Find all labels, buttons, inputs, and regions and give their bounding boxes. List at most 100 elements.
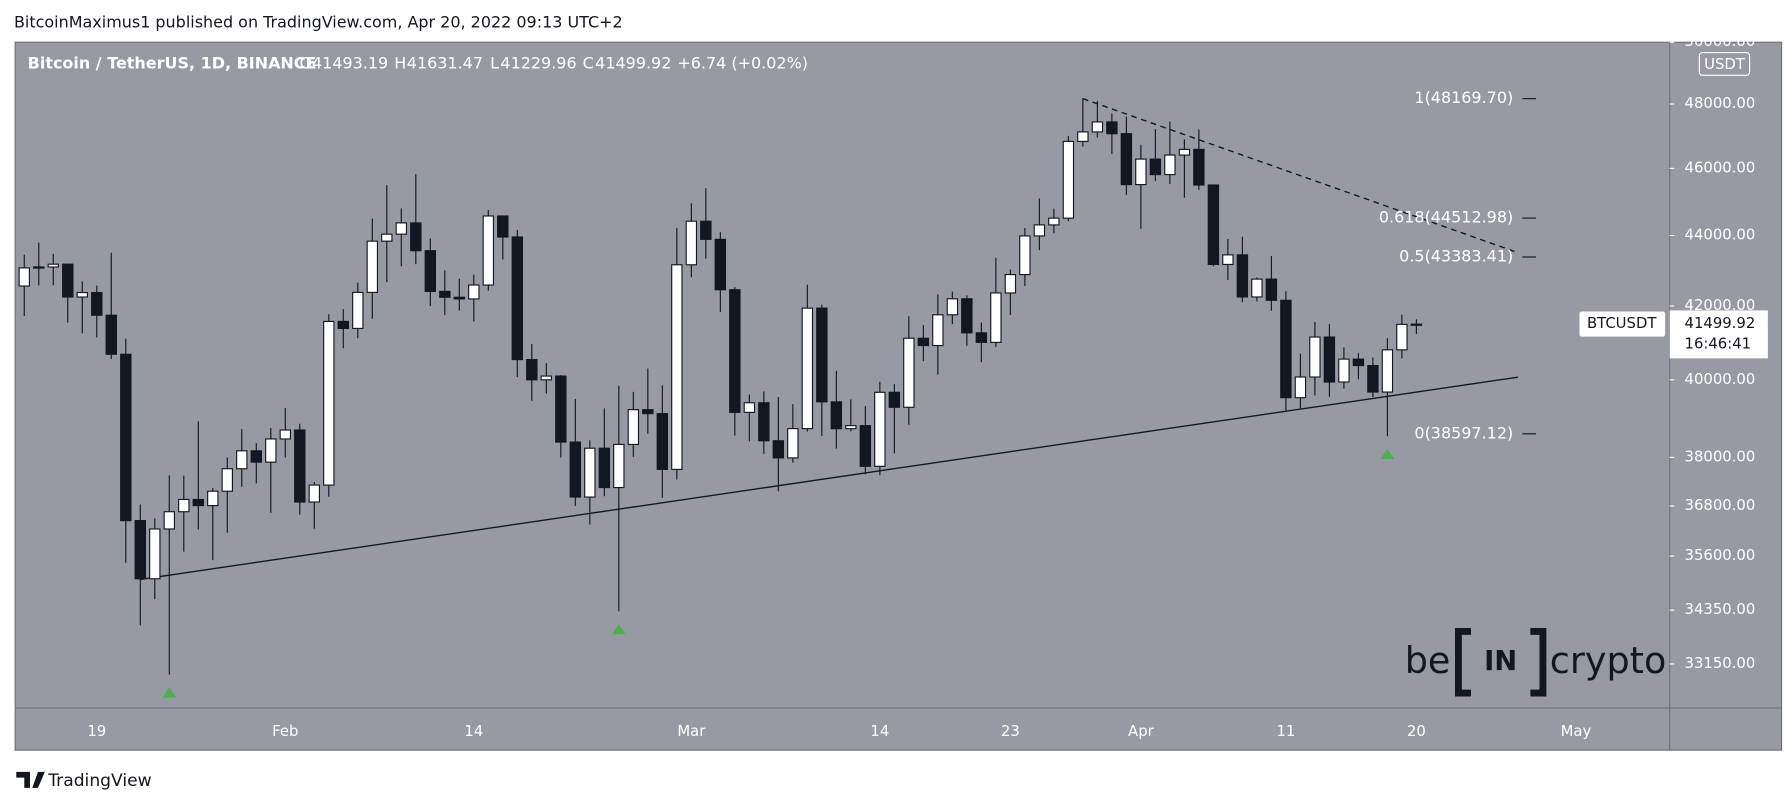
candle-body-up bbox=[1178, 148, 1191, 156]
x-tick-label: 23 bbox=[1001, 723, 1020, 740]
candle-body-down bbox=[105, 314, 117, 355]
candle-body-up bbox=[149, 528, 161, 580]
candle-body-down bbox=[424, 250, 437, 292]
candle-body-up bbox=[1062, 140, 1075, 219]
candle-body-up bbox=[1410, 323, 1423, 326]
x-tick-label: 20 bbox=[1407, 723, 1426, 740]
candle-body-down bbox=[497, 215, 509, 238]
candle-body-down bbox=[656, 413, 669, 470]
y-tick-label: 40000.00 bbox=[1685, 371, 1756, 388]
candle-body-up bbox=[468, 284, 480, 300]
candle-body-down bbox=[961, 298, 973, 334]
x-tick-label: 11 bbox=[1276, 723, 1295, 740]
candle-body-up bbox=[1294, 376, 1307, 399]
y-tick-label: 44000.00 bbox=[1685, 227, 1756, 244]
candle-body-down bbox=[1352, 358, 1365, 367]
candle-body-up bbox=[352, 291, 364, 329]
candle-body-down bbox=[598, 447, 611, 489]
trendline bbox=[140, 376, 1519, 581]
y-tick-label: 38000.00 bbox=[1685, 448, 1756, 465]
symbol-tag bbox=[1579, 311, 1666, 337]
candle-body-down bbox=[192, 498, 204, 507]
candle-body-up bbox=[236, 450, 248, 470]
legend-l: L bbox=[490, 53, 499, 72]
y-tick-label: 33150.00 bbox=[1685, 655, 1756, 672]
symbol-tag-text: BTCUSDT bbox=[1587, 315, 1657, 332]
signal-arrow bbox=[1380, 448, 1395, 460]
candle-body-up bbox=[671, 264, 683, 470]
candle-body-up bbox=[207, 490, 219, 507]
candle-body-up bbox=[178, 498, 190, 513]
fib-label: 0(38597.12) bbox=[1414, 423, 1513, 442]
candle-body-down bbox=[700, 220, 712, 240]
candle-body-down bbox=[439, 290, 451, 298]
candle-body-down bbox=[410, 222, 422, 252]
candle-body-up bbox=[801, 307, 814, 430]
candle-body-down bbox=[250, 450, 263, 463]
candle-body-up bbox=[76, 291, 88, 298]
footer-brand: TradingView bbox=[47, 771, 151, 791]
candle-body-down bbox=[1120, 133, 1133, 186]
candle-body-down bbox=[888, 391, 901, 408]
candle-body-down bbox=[526, 359, 538, 381]
candle-body-down bbox=[772, 440, 785, 459]
candle-body-up bbox=[381, 233, 393, 242]
candle-body-down bbox=[120, 353, 132, 522]
watermark-left: be bbox=[1405, 639, 1451, 682]
candle-body-down bbox=[758, 402, 770, 442]
candle-body-down bbox=[1149, 158, 1162, 176]
candle-body-up bbox=[323, 320, 335, 486]
candle-body-down bbox=[1367, 365, 1379, 393]
candle-body-down bbox=[1106, 121, 1118, 135]
legend-close: 41499.92 bbox=[595, 53, 671, 72]
candle-body-up bbox=[1004, 273, 1017, 294]
candle-body-up bbox=[1381, 349, 1394, 393]
candle-body-down bbox=[134, 520, 146, 580]
symbol-title: Bitcoin / TetherUS, 1D, BINANCE bbox=[28, 53, 317, 72]
candle-body-up bbox=[613, 443, 625, 489]
signal-arrow bbox=[611, 623, 626, 635]
candle-body-up bbox=[1309, 336, 1321, 378]
candle-body-up bbox=[47, 263, 59, 268]
candle-body-down bbox=[62, 263, 74, 298]
legend-high: 41631.47 bbox=[407, 53, 483, 72]
candle-body-down bbox=[1193, 148, 1205, 186]
candle-body-up bbox=[18, 267, 30, 287]
candle-body-down bbox=[859, 425, 872, 467]
candle-body-up bbox=[932, 314, 944, 347]
fib-label: 0.618(44512.98) bbox=[1379, 208, 1513, 227]
candle-body-down bbox=[511, 236, 524, 361]
candle-body-down bbox=[453, 296, 466, 300]
y-tick-label: 48000.00 bbox=[1685, 95, 1756, 112]
fib-label: 0.5(43383.41) bbox=[1399, 246, 1513, 265]
x-tick-label: Feb bbox=[272, 723, 298, 740]
currency-badge bbox=[1698, 51, 1751, 76]
candle-body-down bbox=[830, 401, 843, 430]
candle-body-down bbox=[729, 289, 741, 413]
candle-body-down bbox=[1207, 184, 1220, 266]
candle-body-down bbox=[294, 429, 306, 503]
legend-c: C bbox=[583, 53, 594, 72]
candle-body-up bbox=[1048, 217, 1060, 226]
candle-body-up bbox=[163, 511, 175, 530]
candle-body-up bbox=[743, 402, 756, 413]
candle-body-down bbox=[1280, 299, 1292, 399]
candle-body-down bbox=[91, 291, 103, 316]
signal-arrow bbox=[162, 687, 177, 698]
x-tick-label: 14 bbox=[870, 723, 889, 740]
watermark: be IN crypto bbox=[1405, 628, 1666, 697]
legend-o: O bbox=[299, 53, 312, 72]
x-tick-label: Mar bbox=[677, 723, 706, 740]
candle-body-down bbox=[1323, 336, 1336, 383]
candle-body-up bbox=[265, 438, 277, 463]
candle-body-down bbox=[569, 441, 582, 498]
candle-body-up bbox=[845, 425, 857, 430]
publisher-line: BitcoinMaximus1 published on TradingView… bbox=[14, 12, 623, 31]
legend-low: 41229.96 bbox=[500, 53, 576, 72]
price-tag-countdown: 16:46:41 bbox=[1685, 336, 1752, 353]
trendline bbox=[1082, 98, 1519, 254]
y-tick-label: 34350.00 bbox=[1685, 601, 1756, 618]
candle-body-up bbox=[1019, 235, 1031, 276]
